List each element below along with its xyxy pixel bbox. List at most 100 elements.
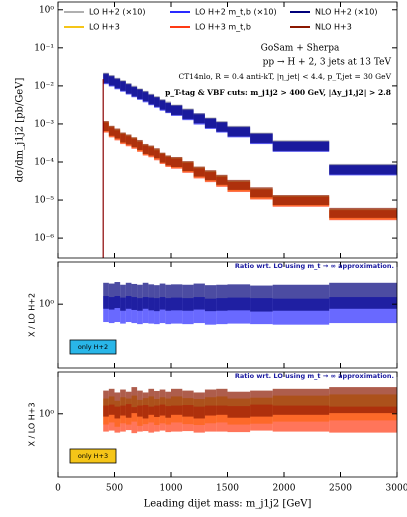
histogram-bin [171,156,183,167]
x-tick-label: 500 [106,484,123,494]
histogram-bin [216,174,228,185]
histogram-bin [182,284,194,311]
histogram-bin [120,80,126,91]
histogram-bin [193,392,205,419]
y-axis-label: X / LO H+2 [28,293,37,337]
histogram-bin [148,406,155,433]
histogram-bin [125,391,132,418]
histogram-bin [137,298,143,325]
histogram-bin [182,161,194,172]
histogram-bin [137,390,143,417]
histogram-bin [227,126,251,137]
legend-label: NLO H+3 [315,23,352,32]
histogram-bin [142,297,149,324]
histogram-bin [148,145,155,156]
histogram-bin [165,406,171,433]
legend-label: LO H+3 m_t,b [195,23,251,32]
histogram-bin [165,391,171,418]
y-tick-label: 10⁰ [39,5,54,15]
x-tick-label: 3000 [386,484,407,494]
histogram-bin [137,89,143,100]
histogram-bin [137,139,143,150]
legend-label: NLO H+2 (×10) [315,8,377,17]
annotation: p_T-tag & VBF cuts: m_j1j2 > 400 GeV, |Δ… [165,88,391,97]
histogram-bin [193,113,205,124]
histogram-bin [114,406,121,433]
histogram-bin [154,96,160,107]
histogram-bin [131,407,138,434]
x-tick-label: 0 [55,484,61,494]
histogram-bin [171,405,183,432]
histogram-bin [182,298,194,325]
y-tick-label: 10⁻³ [34,119,54,129]
legend-label: LO H+2 m_t,b (×10) [195,8,277,17]
histogram-bin [125,134,132,145]
histogram-bin [165,284,171,311]
histogram-bin [204,405,217,432]
histogram-bin [250,390,273,417]
histogram-bin [165,102,171,113]
histogram-bin [103,121,109,132]
tag-label: only H+3 [78,452,108,460]
histogram-bin [131,297,138,324]
histogram-bin [165,155,171,166]
histogram-bin [108,388,115,415]
histogram-bin [204,389,217,416]
histogram-bin [182,109,194,120]
histogram-bin [114,392,121,419]
x-tick-label: 1500 [216,484,239,494]
histogram-bin [125,296,132,323]
histogram-bin [193,406,205,433]
ratio-title: Ratio wrt. LO using m_t → ∞ approximatio… [235,262,394,270]
histogram-bin [182,405,194,432]
histogram-bin [250,133,273,144]
histogram-bin [131,387,138,414]
histogram-bin [216,405,228,432]
histogram-bin [204,170,217,181]
histogram-bin [216,388,228,415]
histogram-bin [193,166,205,177]
tag-box [69,448,117,464]
histogram-bin [193,297,205,324]
x-tick-label: 2500 [329,484,352,494]
histogram-bin [250,285,273,312]
y-tick-label: 10⁻⁵ [34,196,54,206]
histogram-bin [114,296,121,323]
histogram-bin [329,207,397,218]
histogram-bin [154,148,160,159]
histogram-bin [329,164,397,175]
histogram-bin [103,282,109,309]
histogram-bin [108,297,115,324]
histogram-bin [108,75,115,86]
histogram-bin [103,296,109,323]
histogram-bin [131,283,138,310]
histogram-bin [108,125,115,136]
histogram-bin [120,389,126,416]
y-tick-label: 10⁻¹ [34,43,54,53]
histogram-bin [120,132,126,143]
histogram-bin [108,283,115,310]
histogram-bin [120,284,126,311]
histogram-bin [227,391,251,418]
histogram-bin [125,83,132,94]
histogram-bin [142,91,149,102]
y-axis-label: dσ/dm_j1j2 [pb/GeV] [15,78,26,183]
histogram-bin [171,284,183,311]
histogram-bin [142,282,149,309]
histogram-bin [142,143,149,154]
histogram-bin [148,284,155,311]
histogram-bin [159,152,166,163]
histogram-bin [329,282,397,309]
histogram-bin [142,392,149,419]
histogram-bin [103,390,109,417]
histogram-bin [227,284,251,311]
y-tick-label: 10⁻² [34,81,54,91]
histogram-bin [114,282,121,309]
histogram-bin [193,283,205,310]
histogram-bin [272,284,330,311]
x-tick-label: 1000 [160,484,183,494]
histogram-bin [159,283,166,310]
x-tick-label: 2000 [273,484,296,494]
histogram-bin [159,389,166,416]
histogram-bin [171,388,183,415]
